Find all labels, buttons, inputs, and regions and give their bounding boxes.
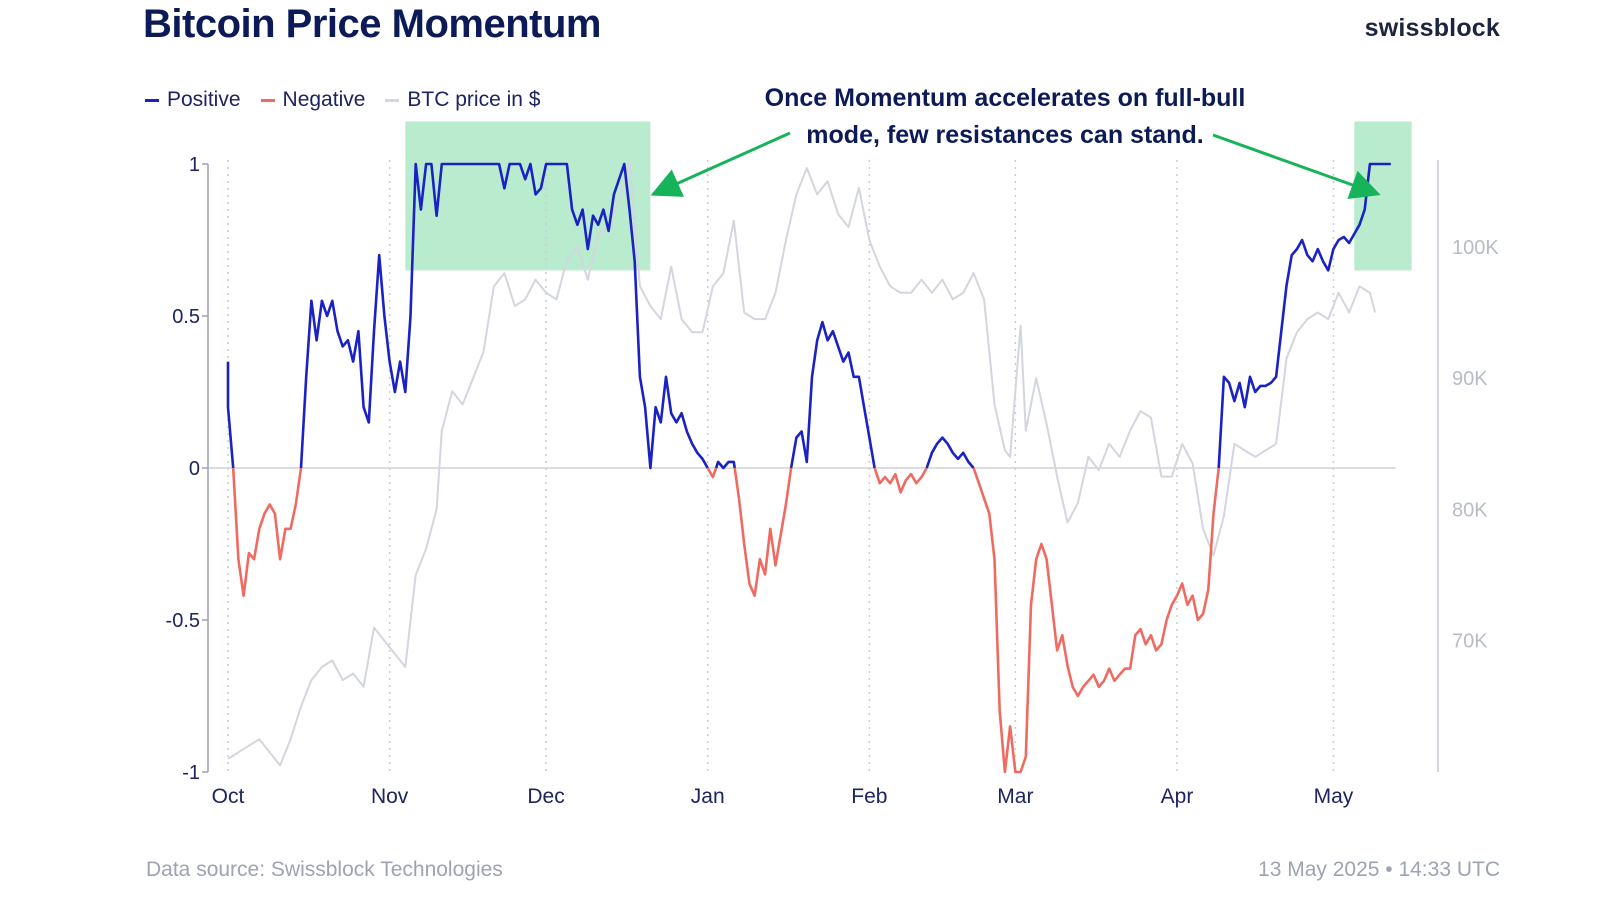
left-tick-label: 0 xyxy=(189,458,200,480)
annotation-arrow-left xyxy=(650,131,791,197)
momentum-positive-segment xyxy=(299,162,709,470)
x-tick-label: Mar xyxy=(997,785,1033,808)
brand-logo: swissblock xyxy=(1364,14,1500,42)
legend-item-positive[interactable]: Positive xyxy=(145,88,241,112)
right-tick-label: 80K xyxy=(1452,499,1488,521)
momentum-negative-segment xyxy=(231,467,303,597)
chart-title: Bitcoin Price Momentum xyxy=(143,2,601,46)
momentum-negative-segment xyxy=(733,467,793,597)
x-tick-label: Jan xyxy=(691,785,725,808)
x-tick-label: Nov xyxy=(371,785,409,808)
data-source: Data source: Swissblock Technologies xyxy=(146,858,503,881)
momentum-negative-segment xyxy=(972,467,1220,774)
momentum-positive-segment xyxy=(714,460,736,470)
highlight-box-1 xyxy=(405,121,651,271)
legend-item-btc-price[interactable]: BTC price in $ xyxy=(385,88,540,112)
legend-label-positive: Positive xyxy=(167,88,241,111)
x-tick-label: Oct xyxy=(212,785,245,808)
highlight-box-2 xyxy=(1354,121,1412,271)
legend-swatch-positive xyxy=(145,98,159,102)
momentum-negative-segment xyxy=(873,467,928,494)
annotation-arrow-right xyxy=(1212,133,1381,200)
timestamp: 13 May 2025 • 14:33 UTC xyxy=(1258,858,1500,881)
momentum-positive-segment xyxy=(1217,162,1391,469)
right-tick-label: 100K xyxy=(1452,237,1499,259)
legend-label-btc-price: BTC price in $ xyxy=(407,88,541,111)
legend-swatch-btc-price xyxy=(385,98,400,102)
x-tick-label: Dec xyxy=(527,785,564,808)
right-tick-label: 90K xyxy=(1452,368,1488,390)
momentum-positive-segment xyxy=(226,361,235,469)
legend-label-negative: Negative xyxy=(282,88,366,111)
legend-swatch-negative xyxy=(260,98,275,102)
chart-legend: Positive Negative BTC price in $ xyxy=(145,88,540,112)
left-tick-label: 1 xyxy=(189,154,200,176)
x-tick-label: Apr xyxy=(1161,785,1194,808)
x-tick-label: Feb xyxy=(851,785,887,808)
left-tick-label: -1 xyxy=(182,762,200,784)
momentum-negative-segment xyxy=(706,467,718,479)
btc-price-line xyxy=(227,160,1377,767)
momentum-positive-segment xyxy=(925,436,975,469)
legend-item-negative[interactable]: Negative xyxy=(260,88,366,112)
left-tick-label: -0.5 xyxy=(166,610,200,632)
momentum-positive-segment xyxy=(789,320,876,469)
annotation-text: Once Momentum accelerates on full-bull m… xyxy=(764,84,1246,149)
x-tick-label: May xyxy=(1314,785,1354,808)
right-tick-label: 70K xyxy=(1452,631,1488,653)
left-tick-label: 0.5 xyxy=(172,306,200,328)
